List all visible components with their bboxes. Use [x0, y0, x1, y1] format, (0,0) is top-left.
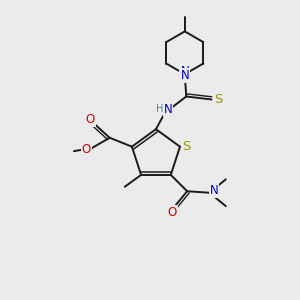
Text: N: N: [209, 184, 218, 197]
Text: N: N: [180, 65, 189, 78]
Text: N: N: [164, 103, 172, 116]
Text: O: O: [168, 206, 177, 219]
Text: O: O: [86, 113, 95, 126]
Text: O: O: [82, 143, 91, 156]
Text: N: N: [180, 69, 189, 82]
Text: S: S: [214, 93, 222, 106]
Text: S: S: [182, 140, 191, 153]
Text: H: H: [156, 104, 163, 114]
